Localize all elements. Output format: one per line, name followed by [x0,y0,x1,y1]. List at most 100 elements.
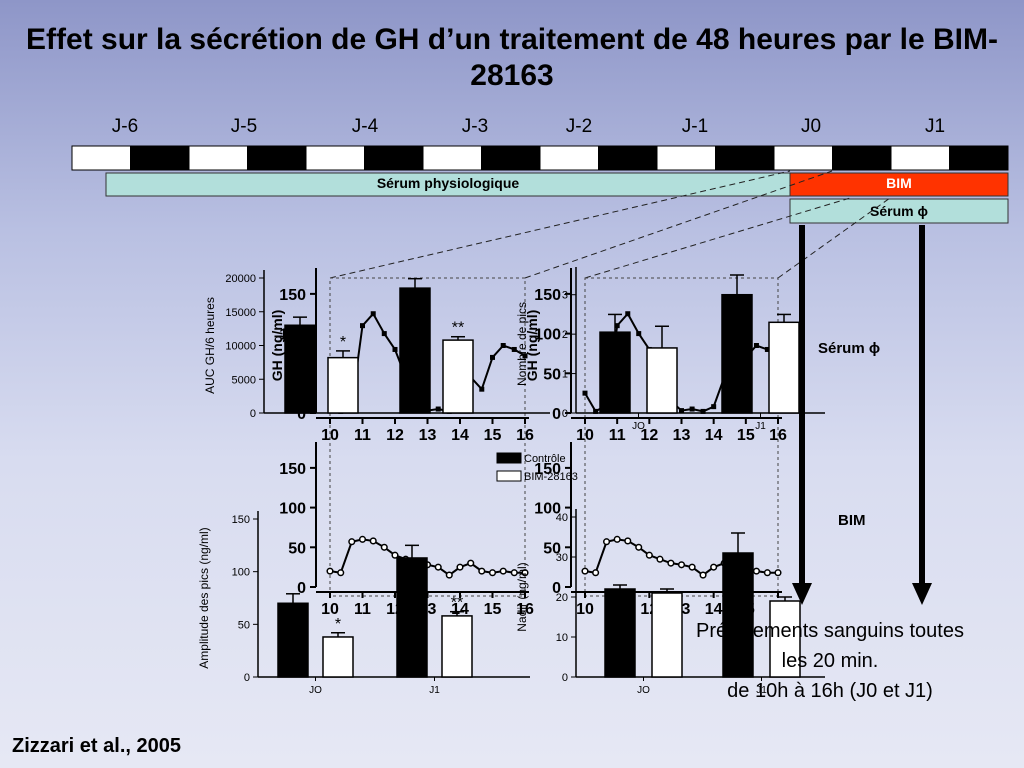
gh-x-tick-label: 15 [484,601,502,618]
sampling-note-line2: les 20 min. [781,650,879,672]
gh-point [645,551,653,559]
gh-point [499,567,507,575]
day-night-segment [949,145,1009,171]
nadir-bar [722,552,754,678]
gh-point [679,408,684,414]
gh-point [521,569,529,577]
day-label: J-1 [681,116,709,137]
gh-point [478,567,486,575]
serum-arrow-head [912,583,932,605]
gh-y-tick-label: 0 [552,406,561,423]
auc-annotation: * [340,334,346,351]
gh-x-tick-label: 11 [354,427,371,444]
sampling-note-line3: de 10h à 16h (J0 et J1) [727,680,933,702]
gh-point [490,354,495,360]
gh-point [635,543,643,551]
auc-y-tick-label: 15000 [225,307,256,319]
zoom-guide-line [777,197,891,279]
bim-bar [789,172,1009,197]
npics-y-tick-label: 3 [562,290,568,302]
gh-point [380,543,388,551]
gh-y-tick-label: 100 [534,327,561,344]
gh-point [479,386,485,392]
amp-x-tick-label: JO [309,685,322,696]
gh-x-tick-label: 10 [321,427,339,444]
gh-point [752,567,760,575]
gh-point [699,571,707,579]
amp-y-tick-label: 0 [244,672,250,684]
gh-y-tick-label: 100 [534,501,561,518]
day-night-segment [422,145,482,171]
timeline-strip [71,145,1009,224]
gh-point [381,331,387,337]
day-label: J1 [924,116,946,137]
gh-x-tick-label: 14 [705,427,723,444]
serum-phi-bar [789,198,1009,224]
gh-y-axis-label: GH (ng/ml) [524,310,540,382]
gh-x-tick-label: 16 [769,427,787,444]
gh-point [348,538,356,546]
day-label: J0 [800,116,822,137]
credit: Zizzari et al., 2005 [12,735,181,757]
auc-bar [399,287,431,414]
gh-x-tick-label: 14 [705,601,723,618]
day-label: J-5 [230,116,258,137]
nadir-y-axis-label: Nadir (ng/ml) [515,562,529,631]
auc-y-tick-label: 5000 [232,374,256,386]
npics-y-tick-label: 0 [562,408,568,420]
gh-x-tick-label: 16 [516,427,534,444]
nadir-y-tick-label: 0 [562,672,568,684]
gh-y-tick-label: 150 [279,461,306,478]
day-night-segment [305,145,365,171]
gh-point [326,567,334,575]
day-night-segment [715,145,775,171]
legend-label-bim: BIM-28163 [524,471,578,483]
day-night-segment [481,145,541,171]
gh-point [581,567,589,575]
gh-point [613,535,621,543]
day-night-segment [656,145,716,171]
day-night-segment [188,145,248,171]
gh-point [764,346,770,352]
gh-point [391,551,399,559]
gh-y-tick-label: 50 [288,540,306,557]
gh-point [688,563,696,571]
day-night-segment [773,145,833,171]
gh-x-tick-label: 16 [516,601,534,618]
gh-point [774,569,782,577]
day-label: J-6 [111,116,139,137]
amp-y-tick-label: 150 [232,514,250,526]
zoom-box [329,277,526,597]
legend-swatch-bim [496,470,522,482]
gh-point [467,559,475,567]
nadir-y-tick-label: 30 [556,552,568,564]
npics-bar [721,293,753,414]
gh-point [677,561,686,569]
gh-point [337,569,345,577]
npics-bar [768,321,800,414]
gh-point [763,569,771,577]
gh-x-tick-label: 12 [640,427,658,444]
gh-point [434,563,442,571]
amp-bar [396,557,428,678]
auc-y-axis-label: AUC GH/6 heures [203,297,217,394]
gh-y-tick-label: 150 [534,287,561,304]
sampling-note-line1: Prélèvements sanguins toutes [696,620,964,642]
auc-bar [442,339,474,414]
gh-point [582,390,588,396]
day-label: J-4 [351,116,379,137]
serum-phi-bar-label: Sérum ϕ [870,203,928,219]
npics-y-tick-label: 1 [562,369,568,381]
nadir-bar [651,592,683,678]
gh-point [625,311,631,317]
bim-label: BIM [838,512,866,529]
nadir-y-tick-label: 20 [556,592,568,604]
gh-point [358,535,367,543]
bim-bar-label: BIM [886,175,912,191]
gh-point [711,404,717,410]
gh-point [456,563,464,571]
gh-x-tick-label: 15 [737,427,755,444]
gh-point [700,408,706,414]
gh-x-tick-label: 14 [451,427,469,444]
legend-label-control: Contrôle [524,453,566,465]
